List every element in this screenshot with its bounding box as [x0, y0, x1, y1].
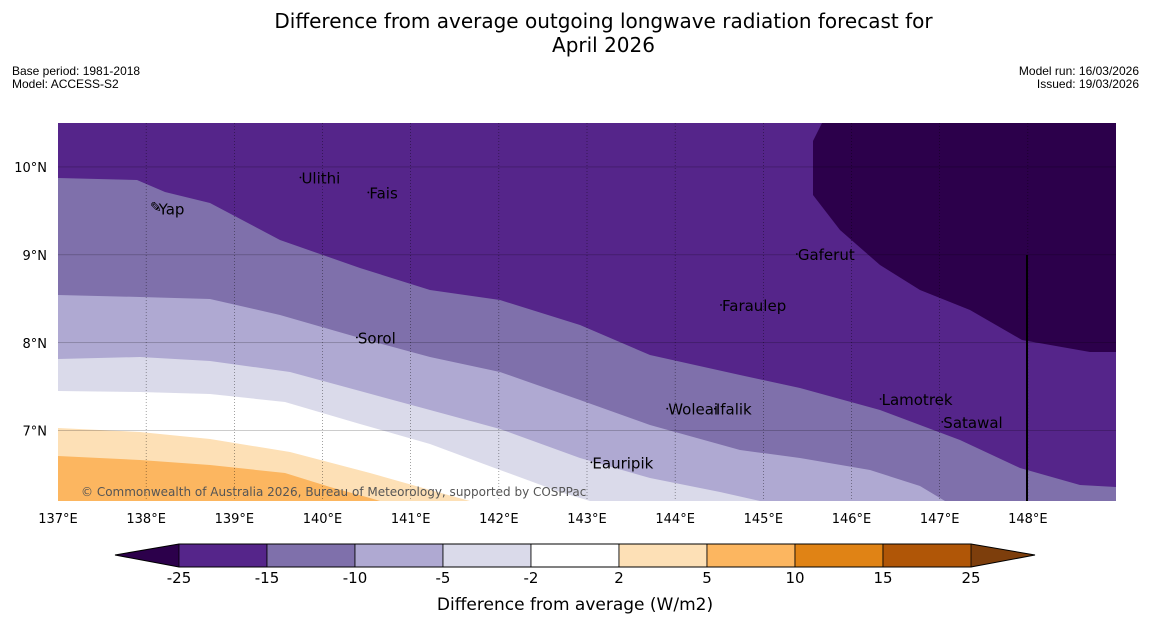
colorbar-tick-label: 25: [961, 569, 980, 587]
lon-tick-label: 140°E: [303, 512, 343, 527]
place-label-woleai: Woleai: [668, 401, 718, 419]
colorbar-tick-label: 15: [873, 569, 892, 587]
colorbar-outline: [114, 543, 1036, 568]
colorbar-swatch: [354, 543, 444, 568]
colorbar-swatch: [882, 543, 972, 568]
model-run: Model run: 16/03/2026: [1018, 64, 1139, 78]
base-period: Base period: 1981-2018: [12, 64, 141, 78]
issued-date: Issued: 19/03/2026: [1036, 77, 1139, 91]
islet-dot: .: [940, 390, 944, 404]
place-label-yap: Yap: [158, 200, 185, 218]
graticule: [58, 123, 1116, 501]
lon-tick-label: 137°E: [38, 512, 78, 527]
island-marker: [795, 253, 798, 255]
colorbar-swatch: [618, 543, 708, 568]
colorbar-swatch: [794, 543, 884, 568]
island-marker: [720, 304, 722, 306]
page-title: Difference from average outgoing longwav…: [0, 9, 1150, 57]
lat-tick-label: 9°N: [23, 249, 48, 264]
title-line-1: Difference from average outgoing longwav…: [274, 9, 933, 33]
lon-tick-label: 148°E: [1008, 512, 1048, 527]
colorbar-swatch: [266, 543, 356, 568]
title-line-2: April 2026: [552, 33, 655, 57]
colorbar-tick-label: -2: [524, 569, 539, 587]
island-marker: [713, 407, 716, 410]
colorbar-swatch: [442, 543, 532, 568]
place-label-faraulep: Faraulep: [722, 297, 786, 315]
colorbar-swatch: [706, 543, 796, 568]
place-label-satawal: Satawal: [943, 414, 1002, 432]
lat-tick-label: 8°N: [23, 337, 48, 352]
colorbar-swatch: [530, 543, 620, 568]
axis-labels: 137°E 138°E 139°E 140°E 141°E 142°E 143°E 144°E…: [14, 161, 1047, 527]
lat-tick-label: 10°N: [14, 161, 47, 176]
place-label-ifalik: Ifalik: [716, 401, 752, 419]
band-lt-m25: [813, 123, 1116, 352]
lon-tick-label: 142°E: [479, 512, 519, 527]
island-marker: [590, 461, 593, 464]
colorbar-swatch: [178, 543, 268, 568]
colorbar-tick-label: 5: [702, 569, 712, 587]
colorbar-tick-label: -5: [436, 569, 451, 587]
lon-tick-label: 143°E: [567, 512, 607, 527]
place-label-gaferut: Gaferut: [798, 246, 855, 264]
colorbar-tick-label: 2: [614, 569, 624, 587]
lon-tick-label: 147°E: [920, 512, 960, 527]
island-marker: [666, 407, 669, 410]
place-label-ulithi: Ulithi: [301, 170, 340, 188]
island-marker: [941, 420, 944, 423]
copyright-notice: © Commonwealth of Australia 2026, Bureau…: [81, 485, 586, 499]
meta-right: Model run: 16/03/2026 Issued: 19/03/2026: [1019, 65, 1139, 91]
colorbar-tick-label: -15: [255, 569, 280, 587]
lon-tick-label: 141°E: [391, 512, 431, 527]
lon-tick-label: 138°E: [126, 512, 166, 527]
place-label-eauripik: Eauripik: [592, 454, 653, 472]
place-labels: Ulithi Fais Yap Gaferut Faraulep Sorol Lamotre…: [156, 170, 1003, 472]
colorbar: -25 -15 -10 -5 -2 2 5 10 15 25 Difference from av…: [114, 543, 1036, 615]
lon-tick-label: 144°E: [655, 512, 695, 527]
colorbar-extend-low: [115, 544, 179, 567]
lon-tick-label: 145°E: [744, 512, 784, 527]
island-marker: [299, 176, 302, 179]
colorbar-extend-high: [971, 544, 1035, 567]
colorbar-tick-label: -10: [343, 569, 368, 587]
island-icon: ✎: [150, 200, 162, 216]
lat-tick-label: 7°N: [23, 425, 48, 440]
meta-left: Base period: 1981-2018 Model: ACCESS-S2: [12, 65, 140, 91]
colorbar-tick-label: 10: [785, 569, 804, 587]
island-marker: [879, 398, 882, 400]
place-label-lamotrek: Lamotrek: [882, 391, 953, 409]
island-marker: [156, 207, 159, 210]
island-marker: [367, 191, 370, 194]
colorbar-caption: Difference from average (W/m2): [437, 595, 713, 615]
place-label-fais: Fais: [369, 184, 398, 202]
model-name: Model: ACCESS-S2: [12, 77, 119, 91]
lon-tick-label: 139°E: [215, 512, 255, 527]
place-label-sorol: Sorol: [358, 329, 396, 347]
island-marker: [355, 336, 358, 339]
band-p5-10: [58, 456, 380, 501]
lon-tick-label: 146°E: [832, 512, 872, 527]
map-panel: Ulithi Fais Yap Gaferut Faraulep Sorol Lamotre…: [58, 123, 1116, 501]
colorbar-tick-label: -25: [167, 569, 192, 587]
